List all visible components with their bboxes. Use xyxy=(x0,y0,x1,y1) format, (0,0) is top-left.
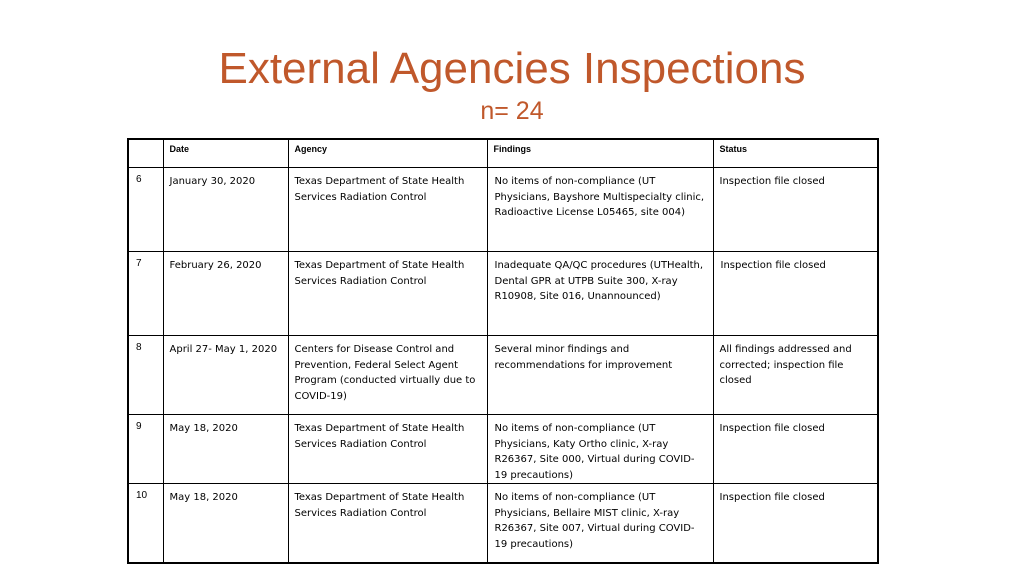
table-row: 8 April 27- May 1, 2020 Centers for Dise… xyxy=(127,335,879,415)
header-findings: Findings xyxy=(486,138,714,168)
row-status: Inspection file closed xyxy=(712,167,879,252)
table-row: 10 May 18, 2020 Texas Department of Stat… xyxy=(127,483,879,563)
row-date: February 26, 2020 xyxy=(162,251,289,336)
header-date: Date xyxy=(162,138,289,168)
row-number: 10 xyxy=(127,483,164,563)
table-header-row: Date Agency Findings Status xyxy=(127,138,879,168)
row-date: January 30, 2020 xyxy=(162,167,289,252)
row-date: May 18, 2020 xyxy=(162,414,289,484)
row-number: 6 xyxy=(127,167,164,252)
slide-subtitle: n= 24 xyxy=(480,97,544,125)
header-number xyxy=(127,138,164,168)
row-status: All findings addressed and corrected; in… xyxy=(712,335,879,415)
row-findings: No items of non-compliance (UT Physician… xyxy=(486,483,714,563)
row-findings: No items of non-compliance (UT Physician… xyxy=(486,414,714,484)
row-agency: Centers for Disease Control and Preventi… xyxy=(287,335,488,415)
table-row: 6 January 30, 2020 Texas Department of S… xyxy=(127,167,879,252)
row-status: Inspection file closed xyxy=(712,251,879,336)
row-date: May 18, 2020 xyxy=(162,483,289,563)
table-row: 9 May 18, 2020 Texas Department of State… xyxy=(127,414,879,484)
row-agency: Texas Department of State Health Service… xyxy=(287,167,488,252)
row-agency: Texas Department of State Health Service… xyxy=(287,414,488,484)
row-findings: No items of non-compliance (UT Physician… xyxy=(486,167,714,252)
row-number: 9 xyxy=(127,414,164,484)
row-findings: Inadequate QA/QC procedures (UTHealth, D… xyxy=(486,251,714,336)
inspections-table: Date Agency Findings Status 6 January 30… xyxy=(127,138,879,564)
row-number: 7 xyxy=(127,251,164,336)
row-agency: Texas Department of State Health Service… xyxy=(287,483,488,563)
slide-title: External Agencies Inspections xyxy=(218,44,806,93)
row-number: 8 xyxy=(127,335,164,415)
header-status: Status xyxy=(712,138,879,168)
row-status: Inspection file closed xyxy=(712,483,879,563)
table-row: 7 February 26, 2020 Texas Department of … xyxy=(127,251,879,336)
row-agency: Texas Department of State Health Service… xyxy=(287,251,488,336)
header-agency: Agency xyxy=(287,138,488,168)
row-findings: Several minor findings and recommendatio… xyxy=(486,335,714,415)
row-status: Inspection file closed xyxy=(712,414,879,484)
row-date: April 27- May 1, 2020 xyxy=(162,335,289,415)
